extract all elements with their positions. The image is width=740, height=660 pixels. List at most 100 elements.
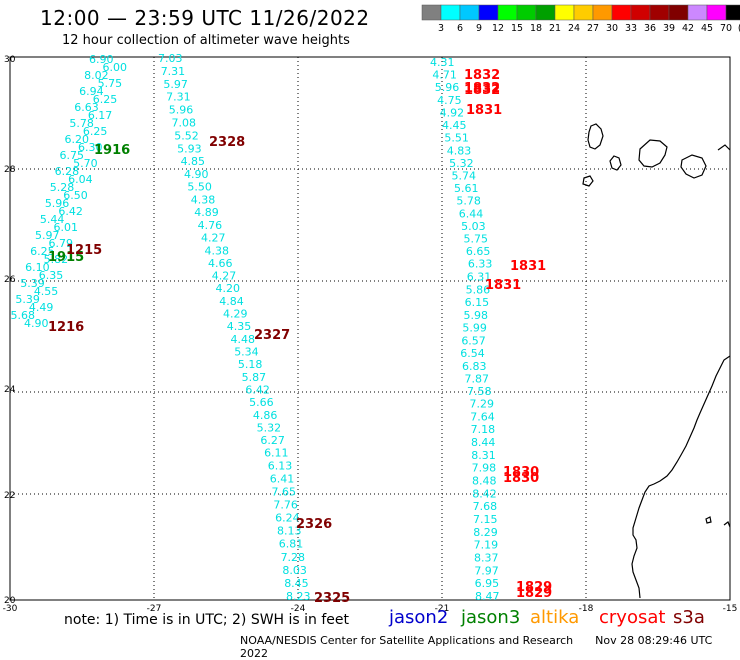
wave-height-value: 5.93 [177, 142, 202, 155]
legend-swatch [630, 4, 651, 21]
wave-height-value: 5.96 [435, 81, 460, 94]
lat-lon-grid [10, 57, 730, 600]
legend-tick-label: 70 [720, 23, 732, 34]
wave-height-value: 6.10 [25, 261, 49, 274]
legend-tick-label: 15 [511, 23, 523, 34]
wave-height-value: 8.23 [286, 590, 311, 603]
wave-height-value: 4.90 [24, 317, 49, 330]
pass-time-label: 1216 [48, 320, 84, 335]
legend-swatch [668, 4, 689, 21]
credit-text: NOAA/NESDIS Center for Satellite Applica… [240, 634, 574, 647]
wave-height-value: 5.87 [242, 371, 266, 384]
wave-height-value: 6.94 [79, 85, 104, 98]
wave-height-value: 5.39 [15, 293, 40, 306]
legend-tick-label: 21 [549, 23, 561, 34]
legend-tick-label: 18 [530, 23, 542, 34]
wave-height-value: 4.45 [442, 119, 467, 132]
wave-height-value: 7.28 [281, 551, 306, 564]
legend-tick-label: 24 [568, 23, 580, 34]
wave-height-value: 5.03 [461, 220, 486, 233]
lon-label: -21 [435, 604, 450, 614]
wave-height-value: 5.75 [98, 77, 123, 90]
wave-height-value: 7.31 [166, 91, 191, 104]
wave-height-value: 8.03 [282, 564, 307, 577]
pass-time-label: 1832 [464, 68, 500, 83]
map-frame [9, 56, 731, 601]
wave-height-value: 5.52 [174, 129, 199, 142]
wave-height-value: 5.96 [169, 104, 194, 117]
legend-tick-label: 12 [492, 23, 504, 34]
wave-height-value: 6.20 [64, 133, 89, 146]
wave-height-value: 5.82 [44, 253, 69, 266]
wave-height-value: 7.76 [273, 499, 298, 512]
wave-height-value: 5.68 [10, 309, 35, 322]
canary-island-a [587, 123, 604, 150]
canary-island-e [717, 144, 731, 151]
wave-height-value: 4.49 [29, 301, 53, 314]
pass-time-label: 2325 [314, 591, 350, 606]
wave-height-value: 6.25 [83, 125, 108, 138]
wave-height-value: 7.31 [161, 65, 186, 78]
wave-height-value: 6.27 [260, 434, 285, 447]
wave-height-value: 5.78 [456, 195, 481, 208]
wave-height-value: 4.89 [194, 206, 219, 219]
wave-height-value: 4.84 [219, 295, 244, 308]
legend-tick-label: 3 [438, 23, 444, 34]
legend-tick-label: 6 [457, 23, 463, 34]
pass-time-label: 1832 [464, 83, 500, 98]
wave-height-value: 6.54 [460, 347, 485, 360]
wave-height-value: 6.95 [475, 577, 500, 590]
wave-height-value: 5.96 [45, 197, 69, 210]
wave-height-value: 6.81 [279, 538, 304, 551]
legend-swatch [459, 4, 480, 21]
lat-label: 20 [4, 596, 16, 606]
wave-height-value: 5.28 [50, 181, 75, 194]
wave-height-value: 7.29 [470, 398, 495, 411]
pass-time-label: 2327 [254, 328, 290, 343]
pass-time-label: 2326 [296, 517, 332, 532]
legend-swatch [649, 4, 670, 21]
pass-time-label: 2328 [209, 135, 245, 150]
wave-height-value: 4.48 [230, 333, 255, 346]
wave-height-value: 4.71 [432, 69, 457, 82]
wave-height-value: 8.42 [472, 487, 497, 500]
wave-height-value: 7.97 [474, 564, 499, 577]
pass-time-label: 1215 [66, 243, 102, 258]
wave-height-value: 6.75 [60, 149, 85, 162]
lon-label: -24 [291, 604, 306, 614]
canary-island-f [582, 175, 594, 187]
pass-time-label: 1831 [485, 278, 521, 293]
wave-height-value: 5.75 [464, 233, 489, 246]
wave-height-value: 6.31 [467, 271, 492, 284]
legend-tick-label: 27 [587, 23, 599, 34]
wave-height-value: 4.27 [212, 270, 237, 283]
wave-height-value: 5.32 [257, 421, 282, 434]
wave-height-value: 4.66 [208, 257, 233, 270]
wave-height-value: 8.13 [277, 525, 302, 538]
footnote: note: 1) Time is in UTC; 2) SWH is in fe… [64, 612, 350, 628]
wave-height-value: 5.39 [20, 277, 45, 290]
lon-label: -27 [147, 604, 162, 614]
wave-height-value: 4.75 [437, 94, 462, 107]
wave-height-value: 8.44 [471, 436, 496, 449]
map-subtitle: 12 hour collection of altimeter wave hei… [62, 33, 350, 48]
wave-height-value: 4.20 [216, 282, 241, 295]
legend-jason2: jason2 [389, 607, 449, 628]
wave-height-value: 7.08 [172, 117, 197, 130]
wave-height-value: 5.32 [449, 157, 474, 170]
wave-height-value: 6.11 [264, 447, 289, 460]
wave-height-value: 6.15 [465, 296, 490, 309]
wave-height-value: 5.97 [35, 229, 60, 242]
wave-height-value: 8.02 [84, 69, 109, 82]
wave-height-value: 7.19 [474, 539, 499, 552]
wave-height-value: 5.61 [454, 182, 479, 195]
wave-height-value: 4.85 [181, 155, 206, 168]
legend-tick-label: 30 [606, 23, 618, 34]
wave-height-value: 4.38 [204, 244, 229, 257]
legend-tick-label: 42 [682, 23, 694, 34]
wave-height-value: 6.17 [88, 109, 113, 122]
wave-height-value: 6.28 [55, 165, 80, 178]
wave-height-value: 6.41 [270, 472, 295, 485]
wave-height-value: 5.97 [163, 78, 188, 91]
